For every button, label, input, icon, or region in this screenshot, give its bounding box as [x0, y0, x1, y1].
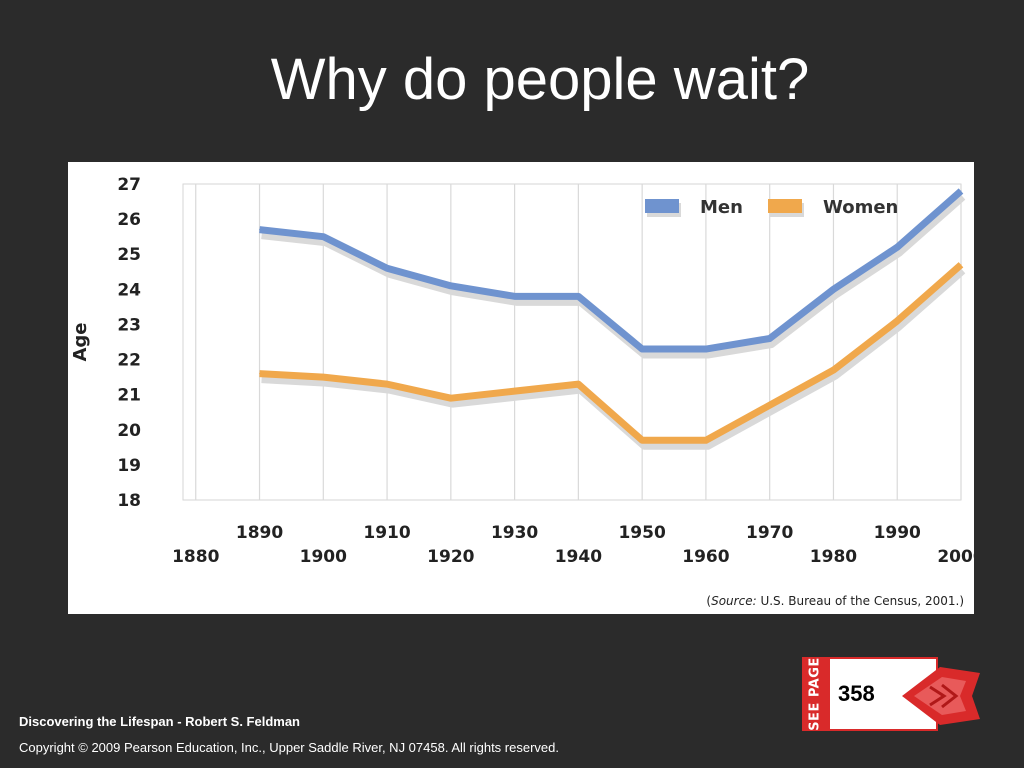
see-page-label: SEE PAGE: [807, 657, 823, 731]
x-tick-label: 1940: [555, 547, 602, 567]
data-point-women: [514, 390, 516, 392]
y-tick-label: 24: [117, 280, 141, 300]
data-point-men: [259, 229, 261, 231]
y-tick-label: 25: [117, 245, 141, 265]
see-page-number: 358: [838, 681, 875, 706]
data-point-women: [769, 404, 771, 406]
data-point-women: [450, 397, 452, 399]
data-point-women: [259, 373, 261, 375]
data-point-men: [386, 267, 388, 269]
source-note: (Source: U.S. Bureau of the Census, 2001…: [706, 594, 964, 608]
source-label: Source:: [711, 594, 757, 608]
y-tick-label: 20: [117, 421, 141, 441]
data-point-women: [832, 369, 834, 371]
pointer-arrow-icon: [902, 667, 980, 725]
data-point-men: [705, 348, 707, 350]
legend-swatch-men: [645, 199, 679, 213]
legend-swatch-women: [768, 199, 802, 213]
legend-label-women: Women: [823, 197, 898, 218]
series-line-women: [259, 262, 964, 444]
legend-label-men: Men: [700, 197, 743, 218]
x-tick-label: 1950: [618, 523, 665, 543]
y-tick-label: 18: [117, 491, 141, 511]
y-tick-label: 26: [117, 210, 141, 230]
see-page-tab: SEE PAGE: [802, 657, 828, 731]
y-tick-label: 23: [117, 315, 141, 335]
x-tick-label: 1920: [427, 547, 474, 567]
x-tick-label: 2000: [937, 547, 974, 567]
data-point-men: [450, 285, 452, 287]
footer-book-title: Discovering the Lifespan - Robert S. Fel…: [19, 714, 300, 729]
data-point-women: [386, 383, 388, 385]
data-point-women: [577, 383, 579, 385]
data-point-men: [577, 295, 579, 297]
data-point-men: [322, 236, 324, 238]
data-point-men: [832, 288, 834, 290]
x-tick-label: 1980: [810, 547, 857, 567]
y-tick-label: 22: [117, 351, 141, 371]
x-tick-label: 1990: [874, 523, 921, 543]
y-tick-label: 27: [117, 175, 141, 195]
source-text: U.S. Bureau of the Census, 2001.: [760, 594, 960, 608]
data-point-men: [514, 295, 516, 297]
x-tick-label: 1930: [491, 523, 538, 543]
data-point-women: [896, 320, 898, 322]
data-point-men: [641, 348, 643, 350]
footer-copyright: Copyright © 2009 Pearson Education, Inc.…: [19, 740, 559, 755]
slide-title: Why do people wait?: [270, 47, 810, 112]
data-point-women: [960, 264, 962, 266]
data-point-women: [641, 439, 643, 441]
chart-panel: 1890 1910 1930 1950 1970 1990 1880 1900 1920 1940…: [68, 162, 974, 614]
data-point-men: [960, 190, 962, 192]
data-point-women: [322, 376, 324, 378]
data-point-women: [705, 439, 707, 441]
data-point-men: [896, 246, 898, 248]
y-tick-label: 19: [117, 456, 141, 476]
x-tick-label: 1970: [746, 523, 793, 543]
x-tick-label: 1910: [363, 523, 410, 543]
see-page-badge[interactable]: SEE PAGE 358: [802, 657, 982, 731]
data-point-men: [769, 337, 771, 339]
x-tick-label: 1880: [172, 547, 219, 567]
x-tick-label: 1890: [236, 523, 283, 543]
series-shadow: [261, 268, 966, 450]
y-tick-label: 21: [117, 386, 141, 406]
x-tick-label: 1960: [682, 547, 729, 567]
y-axis-label: Age: [70, 322, 91, 361]
x-tick-label: 1900: [300, 547, 347, 567]
series-line-men: [259, 188, 964, 353]
